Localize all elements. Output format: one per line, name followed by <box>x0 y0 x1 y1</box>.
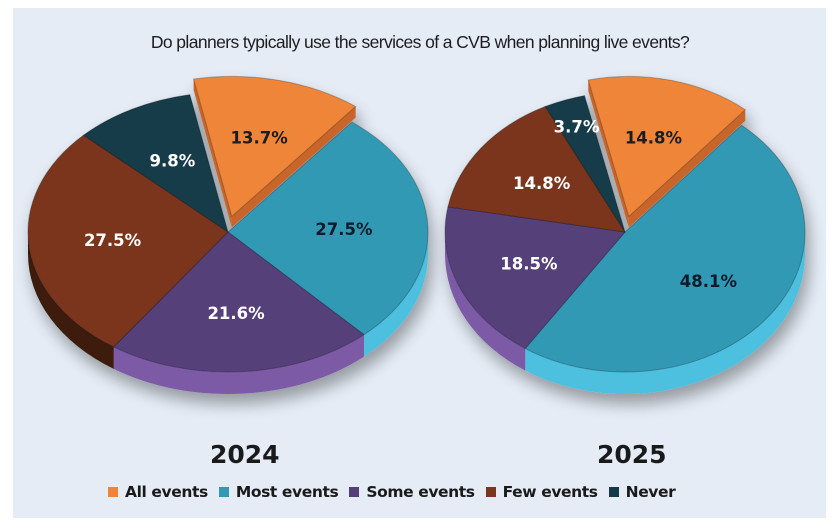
legend-swatch <box>349 487 360 497</box>
data-label-never: 3.7% <box>554 118 600 137</box>
data-label-all-events: 13.7% <box>230 129 288 148</box>
data-label-some-events: 18.5% <box>500 255 558 274</box>
slice-few-events <box>447 105 627 233</box>
pie-tops <box>444 75 806 373</box>
data-label-most-events: 27.5% <box>315 220 373 239</box>
slice-never <box>544 95 626 233</box>
pie-sides <box>28 79 428 395</box>
slice-side-some-events <box>113 334 364 395</box>
legend-item-most-events: Most events <box>218 483 339 501</box>
pie-sides <box>445 80 805 394</box>
data-label-few-events: 14.8% <box>513 174 571 193</box>
slice-all-events <box>192 75 357 218</box>
slice-never <box>82 94 229 234</box>
pie-labels: 14.8% 48.1% 18.5% 14.8% 3.7% <box>500 118 737 291</box>
data-label-never: 9.8% <box>150 152 196 171</box>
pie-2024: 13.7% 27.5% 21.6% 27.5% 9.8% <box>27 75 429 395</box>
slice-most-events <box>524 124 806 373</box>
chart-title: Do planners typically use the services o… <box>150 32 690 52</box>
pie-tops <box>27 75 429 373</box>
slice-edge-all-events <box>231 106 356 228</box>
slice-some-events <box>112 231 365 373</box>
pie-labels: 13.7% 27.5% 21.6% 27.5% 9.8% <box>84 129 373 323</box>
legend: All events Most events Some events Few e… <box>108 483 686 501</box>
year-label-2024: 2024 <box>210 440 280 469</box>
slice-side-few-events <box>28 232 114 369</box>
legend-swatch <box>108 487 118 497</box>
legend-label: Some events <box>366 483 475 501</box>
slice-most-events <box>227 121 429 336</box>
legend-label: Never <box>625 483 676 501</box>
legend-item-some-events: Some events <box>349 483 475 501</box>
slice-side-some-events <box>445 232 526 371</box>
year-label-2025: 2025 <box>597 440 667 469</box>
data-label-few-events: 27.5% <box>84 231 142 250</box>
slice-side-most-events <box>363 232 428 357</box>
slice-edge-all-events <box>193 79 232 228</box>
data-label-all-events: 14.8% <box>625 129 683 148</box>
slice-all-events <box>587 75 747 218</box>
legend-swatch <box>608 487 619 497</box>
legend-item-all-events: All events <box>108 483 208 501</box>
data-label-some-events: 21.6% <box>207 304 265 323</box>
legend-label: All events <box>125 483 208 501</box>
legend-item-few-events: Few events <box>485 483 598 501</box>
legend-swatch <box>218 487 229 497</box>
data-label-most-events: 48.1% <box>680 272 738 291</box>
legend-swatch <box>485 487 496 497</box>
pie-2025: 14.8% 48.1% 18.5% 14.8% 3.7% <box>444 75 806 394</box>
slice-side-most-events <box>525 232 805 394</box>
slice-some-events <box>444 206 626 350</box>
legend-label: Few events <box>502 483 598 501</box>
slice-edge-all-events <box>628 109 746 228</box>
legend-label: Most events <box>235 483 339 501</box>
legend-item-never: Never <box>608 483 676 501</box>
slice-few-events <box>27 134 229 348</box>
slice-edge-all-events <box>588 80 629 228</box>
